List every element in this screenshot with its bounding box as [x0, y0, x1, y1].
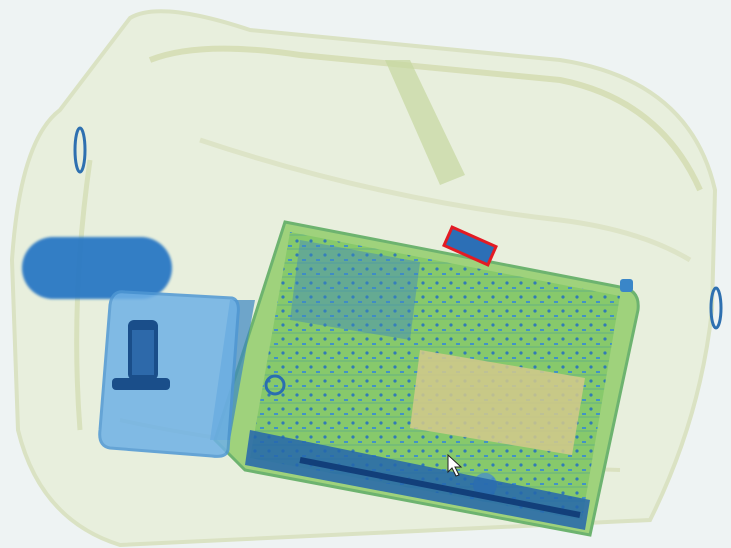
small-item — [620, 279, 633, 292]
detection-box — [442, 225, 498, 267]
bag-strap — [385, 60, 465, 185]
zipper-pull-right — [709, 286, 723, 330]
laptop-hinge — [245, 430, 590, 530]
zipper-pull-left — [73, 126, 87, 174]
laptop — [210, 220, 640, 537]
mouse-pointer-icon — [447, 453, 463, 477]
container-object — [98, 290, 240, 458]
battery — [410, 350, 585, 455]
cylinder-object — [22, 237, 172, 299]
